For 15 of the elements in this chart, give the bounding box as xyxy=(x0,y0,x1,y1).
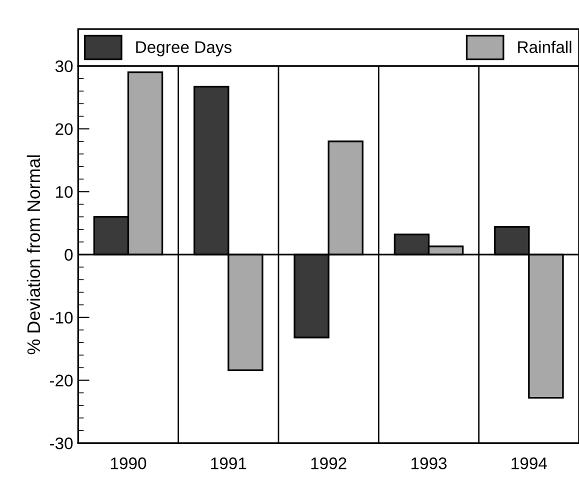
y-tick-label: 10 xyxy=(56,186,73,198)
x-tick-label: 1994 xyxy=(512,457,547,470)
y-tick-label: 0 xyxy=(64,248,73,261)
legend-label: Degree Days xyxy=(136,41,232,56)
y-tick-label: 30 xyxy=(55,60,73,72)
y-tick-label: -10 xyxy=(50,312,73,324)
y-tick-label: -30 xyxy=(50,438,73,450)
y-axis-title: % Deviation from Normal xyxy=(26,155,40,354)
x-tick-label: 1993 xyxy=(411,457,447,470)
x-tick-label: 1991 xyxy=(211,457,246,470)
x-tick-label: 1992 xyxy=(311,457,346,470)
y-tick-label: 20 xyxy=(56,123,73,136)
y-tick-label: -20 xyxy=(50,374,73,386)
x-tick-label: 1990 xyxy=(110,457,146,470)
legend-label: Rainfall xyxy=(518,40,572,54)
